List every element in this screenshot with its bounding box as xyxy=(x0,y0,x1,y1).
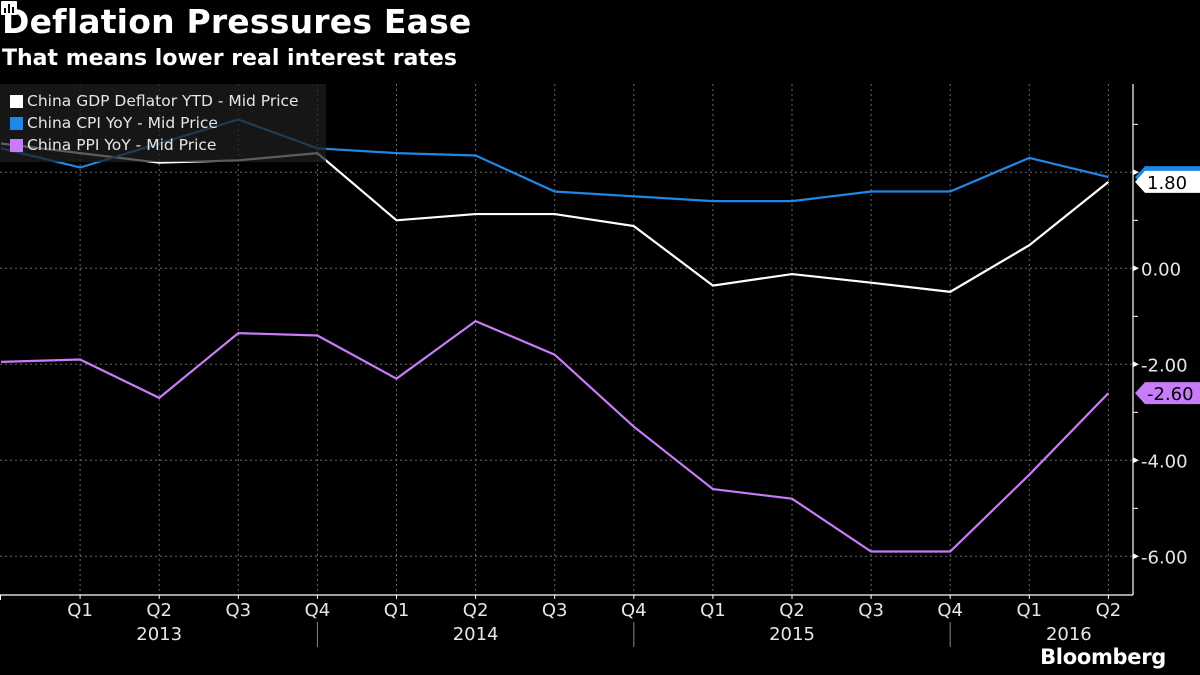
legend-swatch-ppi xyxy=(10,138,23,152)
y-tick-label: -2.00 xyxy=(1141,355,1188,376)
x-tick-label: Q4 xyxy=(305,600,331,621)
y-tick xyxy=(1133,361,1139,368)
y-tick-label: -6.00 xyxy=(1141,547,1188,568)
x-tick-label: Q2 xyxy=(779,600,805,621)
x-tick-label: Q1 xyxy=(1016,600,1042,621)
year-label: 2015 xyxy=(769,624,815,645)
legend-item-gdp-deflator: China GDP Deflator YTD - Mid Price xyxy=(10,90,299,112)
legend-label: China CPI YoY - Mid Price xyxy=(27,114,218,132)
last-value-tags: 1.80 -2.60 xyxy=(1135,166,1200,405)
y-tick xyxy=(1133,169,1139,176)
last-value-label: -2.60 xyxy=(1147,384,1194,405)
bloomberg-logo: Bloomberg xyxy=(1040,645,1166,669)
x-tick-label: Q1 xyxy=(384,600,410,621)
x-tick-label: Q4 xyxy=(937,600,963,621)
gridlines xyxy=(0,84,1133,595)
legend-item-ppi: China PPI YoY - Mid Price xyxy=(10,134,216,156)
x-tick-label: Q1 xyxy=(67,600,93,621)
last-value-tag xyxy=(1135,170,1200,193)
legend-label: China PPI YoY - Mid Price xyxy=(27,136,217,154)
x-tick-label: Q3 xyxy=(858,600,884,621)
chart-title: Deflation Pressures Ease xyxy=(2,2,472,41)
legend: China GDP Deflator YTD - Mid Price China… xyxy=(0,84,326,162)
legend-swatch-cpi xyxy=(10,116,23,130)
y-tick xyxy=(1133,457,1139,464)
axes: 0.00 -2.00 -4.00 -6.00 Q1 Q2 Q3 Q4 Q1 Q2 Q3 Q4 Q1 Q2 Q… xyxy=(0,84,1188,647)
y-tick-label: -4.00 xyxy=(1141,451,1188,472)
year-label: 2013 xyxy=(136,624,182,645)
year-label: 2014 xyxy=(453,624,499,645)
legend-label: China GDP Deflator YTD - Mid Price xyxy=(27,92,299,110)
legend-swatch-gdp xyxy=(10,94,23,108)
last-value-tag xyxy=(1135,382,1200,405)
bloomberg-chart-icon xyxy=(1,1,17,19)
x-tick-label: Q2 xyxy=(146,600,172,621)
y-tick xyxy=(1133,553,1139,560)
x-tick-label: Q2 xyxy=(1096,600,1122,621)
chart-subtitle: That means lower real interest rates xyxy=(2,46,457,71)
x-tick-label: Q3 xyxy=(225,600,251,621)
year-label: 2016 xyxy=(1046,624,1092,645)
legend-item-cpi: China CPI YoY - Mid Price xyxy=(10,112,218,134)
series-line-ppi xyxy=(0,319,1110,553)
x-tick-label: Q1 xyxy=(700,600,726,621)
y-tick xyxy=(1133,265,1139,272)
x-tick-label: Q2 xyxy=(463,600,489,621)
y-tick-label: 0.00 xyxy=(1141,259,1181,280)
x-tick-label: Q4 xyxy=(621,600,647,621)
last-value-label: 1.80 xyxy=(1147,173,1187,194)
x-tick-label: Q3 xyxy=(542,600,568,621)
